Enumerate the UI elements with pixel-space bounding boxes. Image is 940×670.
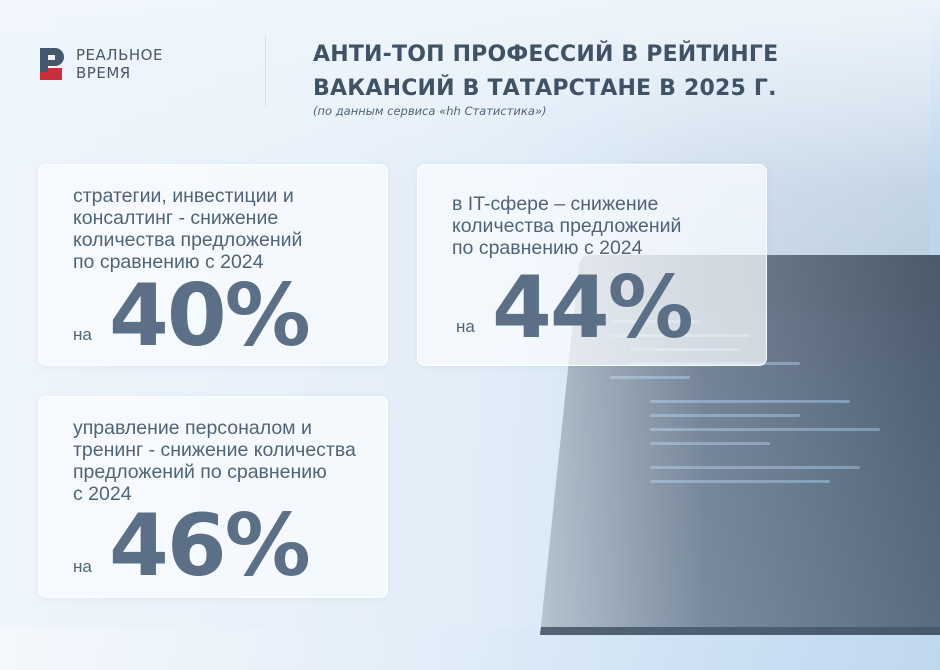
stat-card-prefix: на — [73, 557, 92, 576]
stat-card-prefix: на — [73, 325, 92, 344]
page-subtitle: (по данным сервиса «hh Статистика») — [313, 104, 547, 118]
stat-card-hr: управление персоналом и тренинг - снижен… — [38, 396, 388, 598]
logo-line1: РЕАЛЬНОЕ — [76, 46, 163, 64]
stat-card-prefix: на — [456, 317, 475, 336]
stat-card-value: 46% — [109, 496, 311, 596]
stat-card-value: 40% — [109, 266, 311, 366]
page-title: АНТИ-ТОП ПРОФЕССИЙ В РЕЙТИНГЕ ВАКАНСИЙ В… — [313, 38, 813, 106]
logo[interactable]: РЕАЛЬНОЕ ВРЕМЯ — [38, 46, 163, 82]
stat-card-strategy: стратегии, инвестиции и консалтинг - сни… — [38, 164, 388, 366]
logo-text: РЕАЛЬНОЕ ВРЕМЯ — [76, 46, 163, 82]
title-line2: ВАКАНСИЙ В ТАТАРСТАНЕ В 2025 Г. — [313, 76, 777, 101]
stat-card-it: в IT-сфере – снижение количества предлож… — [417, 164, 767, 366]
title-line1: АНТИ-ТОП ПРОФЕССИЙ В РЕЙТИНГЕ — [313, 42, 779, 67]
header-divider — [265, 36, 266, 106]
logo-line2: ВРЕМЯ — [76, 64, 131, 82]
stat-card-description: в IT-сфере – снижение количества предлож… — [452, 193, 682, 259]
logo-mark-icon — [38, 46, 68, 82]
stat-card-value: 44% — [492, 258, 694, 358]
stat-card-description: стратегии, инвестиции и консалтинг - сни… — [73, 185, 303, 273]
stat-card-description: управление персоналом и тренинг - снижен… — [73, 417, 356, 505]
